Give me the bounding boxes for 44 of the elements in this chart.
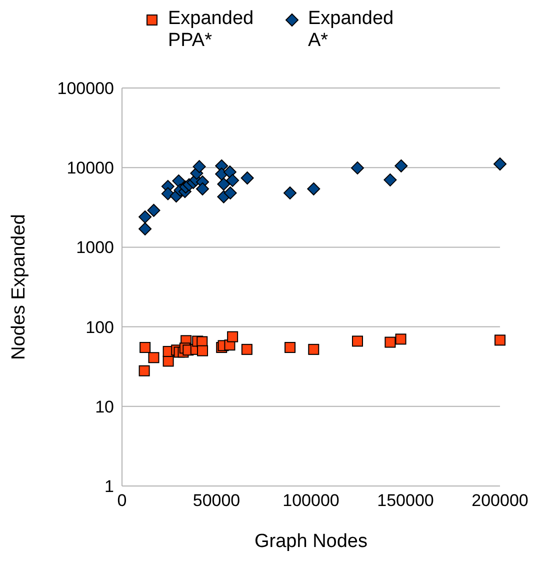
x-axis-title: Graph Nodes (254, 531, 368, 552)
y-tick-label: 1000 (76, 238, 114, 258)
point (223, 166, 236, 179)
point (384, 336, 396, 348)
point (308, 344, 320, 355)
point (352, 336, 363, 347)
point (307, 182, 320, 196)
point (224, 186, 237, 200)
point (226, 174, 240, 187)
point (196, 182, 210, 196)
point (138, 365, 150, 376)
legend-label: Expanded PPA* (168, 8, 255, 52)
point (395, 334, 406, 345)
y-tick-label: 10 (95, 397, 114, 416)
y-tick-label: 100000 (57, 79, 114, 98)
point (494, 157, 506, 170)
point (227, 331, 238, 342)
y-tick-label: 100 (86, 318, 114, 337)
x-tick-label: 100000 (282, 491, 340, 510)
point (197, 345, 208, 356)
point (192, 160, 206, 174)
point (147, 204, 160, 217)
x-tick-label: 50000 (192, 491, 240, 510)
point (394, 159, 408, 172)
point (350, 161, 364, 174)
point (494, 334, 506, 346)
point (148, 352, 160, 364)
point (138, 222, 152, 236)
x-tick-label: 0 (117, 491, 127, 510)
x-tick-label: 150000 (377, 491, 434, 510)
point (138, 210, 152, 224)
point (384, 173, 397, 186)
point (172, 174, 186, 188)
point (140, 342, 151, 353)
y-axis-title: Nodes Expanded (8, 214, 30, 360)
point (240, 172, 254, 185)
point (241, 344, 252, 355)
point (284, 342, 296, 353)
point (284, 186, 297, 200)
y-tick-label: 10000 (66, 158, 114, 178)
y-tick-label: 1 (104, 477, 114, 496)
point (217, 178, 230, 191)
legend-label: Expanded A* (308, 8, 395, 52)
x-tick-label: 200000 (472, 491, 528, 510)
